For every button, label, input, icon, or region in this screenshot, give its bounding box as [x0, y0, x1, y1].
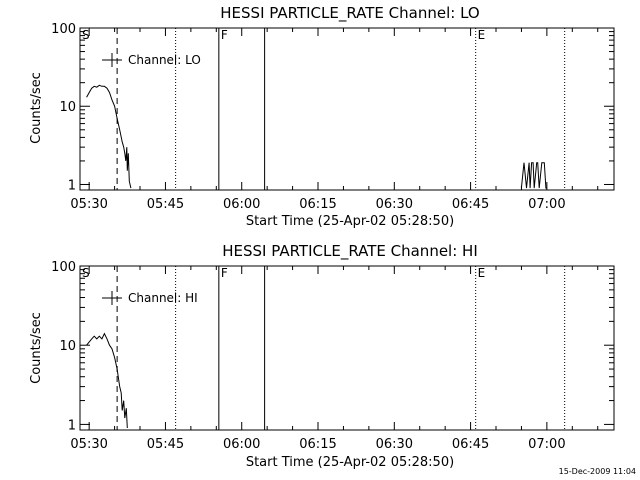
plot-frame	[79, 27, 615, 191]
y-tick-label: 100	[51, 22, 76, 37]
y-axis-label: Counts/sec	[29, 72, 44, 144]
x-tick-label: 06:30	[376, 197, 413, 212]
marker-label: S	[82, 266, 90, 280]
marker-label: S	[82, 28, 90, 42]
x-tick-label: 06:30	[376, 437, 413, 452]
y-axis-label: Counts/sec	[29, 312, 44, 384]
legend-entry: Channel: LO	[128, 53, 201, 67]
marker-label: E	[478, 28, 486, 42]
x-tick-label: 06:00	[223, 197, 260, 212]
legend-entry: Channel: HI	[128, 291, 198, 305]
x-tick-label: 05:45	[147, 197, 184, 212]
series-line	[86, 332, 128, 429]
marker-label: F	[221, 266, 228, 280]
x-axis-label: Start Time (25-Apr-02 05:28:50)	[246, 455, 454, 470]
chart-title: HESSI PARTICLE_RATE Channel: HI	[222, 242, 478, 261]
x-tick-label: 06:45	[452, 197, 489, 212]
y-tick-label: 1	[68, 418, 76, 433]
y-tick-label: 10	[59, 100, 76, 115]
x-tick-label: 05:45	[147, 437, 184, 452]
y-tick-label: 10	[59, 339, 76, 354]
generated-timestamp: 15-Dec-2009 11:04	[559, 467, 636, 476]
marker-label: F	[221, 28, 228, 42]
chart-panel-lo: HESSI PARTICLE_RATE Channel: LO Start Ti…	[29, 4, 615, 229]
plot-frame	[79, 265, 615, 431]
x-tick-label: 05:30	[70, 197, 107, 212]
chart-panel-hi: HESSI PARTICLE_RATE Channel: HI Start Ti…	[29, 242, 615, 470]
x-axis-label: Start Time (25-Apr-02 05:28:50)	[246, 214, 454, 229]
x-tick-label: 06:45	[452, 437, 489, 452]
marker-label: E	[478, 266, 486, 280]
chart-title: HESSI PARTICLE_RATE Channel: LO	[220, 4, 479, 23]
x-tick-label: 06:15	[299, 437, 336, 452]
y-tick-label: 1	[68, 178, 76, 193]
y-tick-label: 100	[51, 260, 76, 275]
x-tick-label: 06:00	[223, 437, 260, 452]
x-tick-label: 06:15	[299, 197, 336, 212]
series-line	[86, 84, 132, 189]
x-tick-label: 05:30	[70, 437, 107, 452]
x-tick-label: 07:00	[528, 437, 565, 452]
series-line	[520, 162, 547, 189]
x-tick-label: 07:00	[528, 197, 565, 212]
